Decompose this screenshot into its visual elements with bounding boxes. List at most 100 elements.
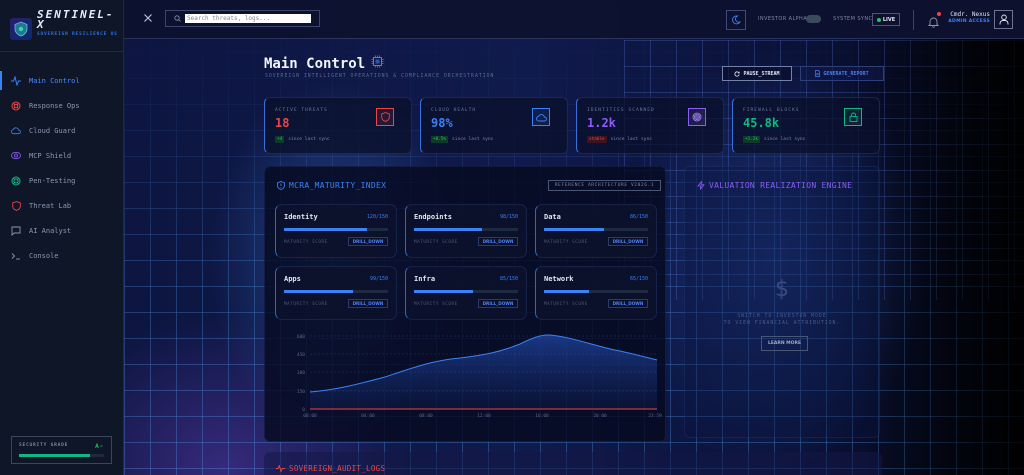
traffic-line: [309, 334, 658, 393]
traffic-area: [310, 335, 657, 409]
progress-fill: [284, 290, 353, 293]
learn-more-button[interactable]: LEARN MORE: [761, 336, 808, 351]
close-sidebar-button[interactable]: [142, 13, 154, 25]
notification-badge: [937, 12, 941, 16]
svg-text:00:00: 00:00: [303, 413, 317, 419]
sidebar-item-label: MCP Shield: [29, 151, 72, 160]
x-axis-ticks: 00:00 04:00 08:00 12:00 16:00 20:00 23:5…: [303, 413, 662, 419]
card-name: Endpoints: [414, 213, 452, 221]
stat-value: 45.8k: [743, 116, 780, 130]
brand-title: SENTINEL-X: [36, 8, 115, 31]
drill-down-button[interactable]: DRILL_DOWN: [608, 299, 648, 308]
lock-icon: [844, 108, 862, 126]
maturity-score-label: MATURITY SCORE: [414, 239, 458, 244]
stat-delta: +1.2k: [743, 136, 760, 143]
stat-foot: since last sync: [763, 137, 806, 142]
investor-alpha-label: INVESTOR ALPHA: [758, 16, 808, 22]
sidebar-item-mcp-shield[interactable]: MCP Shield: [0, 143, 123, 168]
generate-report-label: GENERATE_REPORT: [823, 70, 869, 77]
stat-value: 98%: [431, 116, 453, 130]
lifebuoy-icon: [11, 101, 21, 111]
card-score: 86/150: [629, 214, 648, 220]
drill-down-button[interactable]: DRILL_DOWN: [478, 237, 518, 246]
cloud-icon: [532, 108, 550, 126]
sidebar-item-pen-testing[interactable]: Pen-Testing: [0, 168, 123, 193]
drill-down-button[interactable]: DRILL_DOWN: [348, 299, 388, 308]
stat-card-active-threats[interactable]: ACTIVE THREATS 18 +4 since last sync: [264, 97, 412, 154]
shield-logo-icon: [10, 18, 32, 40]
maturity-score-label: MATURITY SCORE: [284, 301, 328, 306]
sidebar-item-console[interactable]: Console: [0, 243, 123, 268]
valuation-title: VALUATION REALIZATION ENGINE: [697, 181, 852, 190]
progress-bar: [544, 228, 648, 231]
sidebar-item-ai-analyst[interactable]: AI Analyst: [0, 218, 123, 243]
sidebar-item-main-control[interactable]: Main Control: [0, 68, 123, 93]
svg-text:150: 150: [297, 389, 305, 395]
svg-text:04:00: 04:00: [361, 413, 375, 419]
svg-text:23:59: 23:59: [648, 413, 662, 419]
stat-card-identities-scanned[interactable]: IDENTITIES SCANNED 1.2k stable since last…: [576, 97, 724, 154]
target-icon: [11, 176, 21, 186]
sidebar-item-label: Console: [29, 251, 59, 260]
card-name: Network: [544, 275, 574, 283]
sidebar-item-response-ops[interactable]: Response Ops: [0, 93, 123, 118]
svg-text:16:00: 16:00: [535, 413, 549, 419]
valuation-engine-panel: VALUATION REALIZATION ENGINE $ SWITCH TO…: [684, 166, 880, 438]
drill-down-button[interactable]: DRILL_DOWN: [608, 237, 648, 246]
user-icon: [999, 14, 1008, 25]
maturity-score-label: MATURITY SCORE: [544, 239, 588, 244]
avatar-button[interactable]: [994, 10, 1013, 29]
search-box: [165, 10, 320, 27]
svg-text:300: 300: [297, 370, 305, 376]
valuation-title-text: VALUATION REALIZATION ENGINE: [709, 181, 853, 190]
progress-fill: [414, 290, 473, 293]
pause-stream-button[interactable]: PAUSE_STREAM: [722, 66, 792, 81]
stat-card-firewall-blocks[interactable]: FIREWALL BLOCKS 45.8k +1.2k since last sy…: [732, 97, 880, 154]
card-score: 65/150: [629, 276, 648, 282]
sidebar-item-label: Main Control: [29, 76, 80, 85]
mcra-title: MCRA_MATURITY_INDEX: [277, 181, 386, 190]
reference-architecture-badge: REFERENCE ARCHITECTURE V2026.1: [548, 180, 661, 191]
page-subtitle: SOVEREIGN INTELLIGENT OPERATIONS & COMPL…: [265, 74, 495, 79]
security-grade-label: SECURITY GRADE: [19, 443, 69, 448]
maturity-score-label: MATURITY SCORE: [544, 301, 588, 306]
security-grade-widget: SECURITY GRADE A-: [11, 436, 112, 464]
progress-fill: [414, 228, 482, 231]
theme-toggle-button[interactable]: [726, 10, 746, 30]
notifications-button[interactable]: [927, 12, 941, 28]
shield-alert-icon: [277, 181, 285, 190]
eye-icon: [11, 151, 21, 161]
sidebar-nav: Main Control Response Ops Cloud Guard MC…: [0, 68, 123, 268]
drill-down-button[interactable]: DRILL_DOWN: [478, 299, 518, 308]
card-name: Identity: [284, 213, 318, 221]
stat-label: ACTIVE THREATS: [275, 108, 328, 113]
maturity-card-identity: Identity 120/150 MATURITY SCORE DRILL_DOWN: [275, 204, 397, 258]
search-input[interactable]: [185, 14, 311, 23]
brand-subtitle: SOVEREIGN RESILIENCE OS: [36, 32, 118, 37]
svg-text:0: 0: [302, 407, 305, 413]
bell-icon: [927, 17, 940, 28]
investor-alpha-toggle[interactable]: [806, 15, 821, 23]
maturity-cards: Identity 120/150 MATURITY SCORE DRILL_DOWN…: [275, 204, 657, 320]
card-name: Data: [544, 213, 561, 221]
topbar: INVESTOR ALPHA SYSTEM SYNC LIVE Cmdr. Ne…: [124, 0, 1024, 39]
dollar-icon: $: [775, 277, 789, 302]
zap-icon: [697, 181, 705, 190]
stat-delta: stable: [587, 136, 607, 143]
progress-fill: [284, 228, 368, 231]
drill-down-button[interactable]: DRILL_DOWN: [348, 237, 388, 246]
progress-bar: [284, 290, 388, 293]
pause-stream-label: PAUSE_STREAM: [743, 70, 780, 77]
security-grade-fill: [19, 454, 91, 457]
svg-text:450: 450: [297, 352, 305, 358]
background-shade: [864, 0, 1024, 475]
stat-label: CLOUD HEALTH: [431, 108, 477, 113]
page-title-text: Main Control: [264, 55, 366, 72]
sidebar-item-threat-lab[interactable]: Threat Lab: [0, 193, 123, 218]
stat-label: IDENTITIES SCANNED: [587, 108, 655, 113]
stat-card-cloud-health[interactable]: CLOUD HEALTH 98% +0.5% since last sync: [420, 97, 568, 154]
stat-label: FIREWALL BLOCKS: [743, 108, 800, 113]
sidebar-item-label: Cloud Guard: [29, 126, 76, 135]
sidebar-item-cloud-guard[interactable]: Cloud Guard: [0, 118, 123, 143]
generate-report-button[interactable]: GENERATE_REPORT: [800, 66, 884, 81]
